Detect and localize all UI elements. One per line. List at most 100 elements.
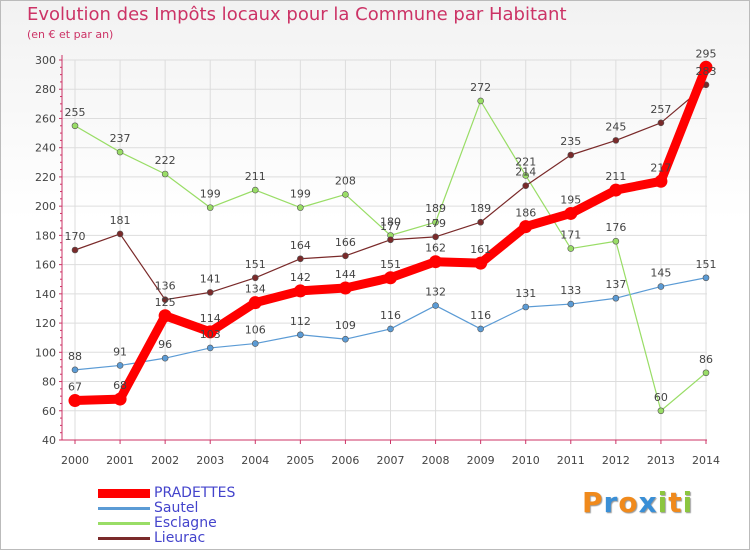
data-label-lieurac: 189 <box>470 202 491 215</box>
x-tick-label: 2001 <box>106 454 134 467</box>
data-label-pradettes: 144 <box>335 268 356 281</box>
x-tick-label: 2013 <box>647 454 675 467</box>
y-tick-label: 40 <box>42 434 56 447</box>
x-tick-label: 2004 <box>241 454 269 467</box>
data-label-esclagne: 272 <box>470 81 491 94</box>
data-label-pradettes: 114 <box>200 312 221 325</box>
data-point-lieurac <box>116 230 124 238</box>
logo-letter: x <box>638 486 658 519</box>
data-point-sautel <box>71 366 79 374</box>
data-point-sautel <box>612 294 620 302</box>
data-label-pradettes: 161 <box>470 243 491 256</box>
data-point-sautel <box>432 302 439 309</box>
logo-letter: t <box>668 486 683 519</box>
data-label-lieurac: 179 <box>425 217 446 230</box>
data-point-pradettes <box>158 309 172 323</box>
y-tick-label: 240 <box>35 142 56 155</box>
data-point-lieurac <box>432 233 439 241</box>
data-point-esclagne <box>251 186 259 194</box>
y-tick-label: 80 <box>42 376 56 389</box>
legend-label: Esclagne <box>154 515 217 531</box>
data-point-lieurac <box>612 137 620 144</box>
data-label-esclagne: 208 <box>335 174 356 187</box>
data-point-esclagne <box>206 204 214 211</box>
data-point-esclagne <box>116 148 124 156</box>
data-label-sautel: 106 <box>245 324 266 337</box>
data-label-sautel: 151 <box>696 258 717 271</box>
y-tick-label: 100 <box>35 346 56 359</box>
x-tick-label: 2003 <box>196 454 224 467</box>
data-point-lieurac <box>206 289 214 296</box>
data-label-esclagne: 211 <box>245 170 266 183</box>
y-tick-label: 60 <box>42 405 56 418</box>
data-point-lieurac <box>71 246 79 254</box>
y-tick-label: 160 <box>35 259 56 272</box>
x-tick-label: 2012 <box>602 454 630 467</box>
legend-label: PRADETTES <box>154 485 236 501</box>
legend-swatch <box>98 522 150 525</box>
data-point-pradettes <box>203 325 217 339</box>
data-point-sautel <box>161 354 169 362</box>
logo-letter: r <box>603 486 619 519</box>
data-label-lieurac: 136 <box>155 280 176 293</box>
data-point-lieurac <box>251 274 259 282</box>
data-label-sautel: 103 <box>200 328 221 341</box>
legend-swatch <box>98 507 150 510</box>
data-label-pradettes: 162 <box>425 242 446 255</box>
data-label-sautel: 109 <box>335 319 356 332</box>
y-tick-label: 220 <box>35 171 56 184</box>
data-point-esclagne <box>567 245 575 252</box>
data-point-sautel <box>297 331 304 339</box>
data-point-sautel <box>567 300 575 308</box>
legend-swatch <box>98 537 150 540</box>
data-label-sautel: 116 <box>470 309 491 322</box>
x-tick-label: 2009 <box>467 454 495 467</box>
chart-title: Evolution des Impôts locaux pour la Comm… <box>27 4 567 25</box>
data-point-sautel <box>702 274 710 282</box>
data-point-pradettes <box>429 255 443 269</box>
y-tick-label: 260 <box>35 112 56 125</box>
logo-letter: i <box>657 486 669 519</box>
x-tick-label: 2008 <box>422 454 450 467</box>
data-label-esclagne: 86 <box>699 353 713 366</box>
data-label-esclagne: 171 <box>560 229 581 242</box>
data-label-sautel: 145 <box>650 267 671 280</box>
data-label-esclagne: 237 <box>110 132 131 145</box>
data-label-sautel: 96 <box>158 338 172 351</box>
data-label-lieurac: 214 <box>515 166 536 179</box>
data-label-lieurac: 177 <box>380 220 401 233</box>
data-point-esclagne <box>702 369 710 377</box>
y-tick-label: 200 <box>35 200 56 213</box>
data-point-sautel <box>387 325 394 333</box>
data-point-lieurac <box>522 182 530 189</box>
data-point-esclagne <box>342 191 349 198</box>
proxiti-logo: Proxiti <box>582 486 693 519</box>
data-label-lieurac: 235 <box>560 135 581 148</box>
data-point-esclagne <box>432 218 439 226</box>
data-label-sautel: 132 <box>425 286 446 299</box>
data-label-pradettes: 211 <box>605 170 626 183</box>
data-label-pradettes: 67 <box>68 381 82 394</box>
data-point-lieurac <box>342 252 349 260</box>
data-point-lieurac <box>161 296 169 303</box>
data-label-pradettes: 295 <box>696 47 717 60</box>
data-point-pradettes <box>699 60 713 74</box>
data-label-esclagne: 255 <box>65 106 86 119</box>
data-label-sautel: 137 <box>605 278 626 291</box>
legend-swatch <box>98 489 150 498</box>
data-label-esclagne: 189 <box>425 202 446 215</box>
data-point-sautel <box>477 325 484 333</box>
y-tick-label: 140 <box>35 288 56 301</box>
x-tick-label: 2007 <box>377 454 405 467</box>
data-point-pradettes <box>384 271 397 285</box>
data-label-esclagne: 221 <box>515 155 536 168</box>
data-label-pradettes: 186 <box>515 207 536 220</box>
logo-letter: i <box>682 486 694 519</box>
data-point-sautel <box>116 362 124 369</box>
data-point-esclagne <box>161 170 169 178</box>
data-point-sautel <box>342 335 349 343</box>
data-label-pradettes: 142 <box>290 271 311 284</box>
data-label-lieurac: 141 <box>200 272 221 285</box>
x-tick-label: 2010 <box>512 454 540 467</box>
